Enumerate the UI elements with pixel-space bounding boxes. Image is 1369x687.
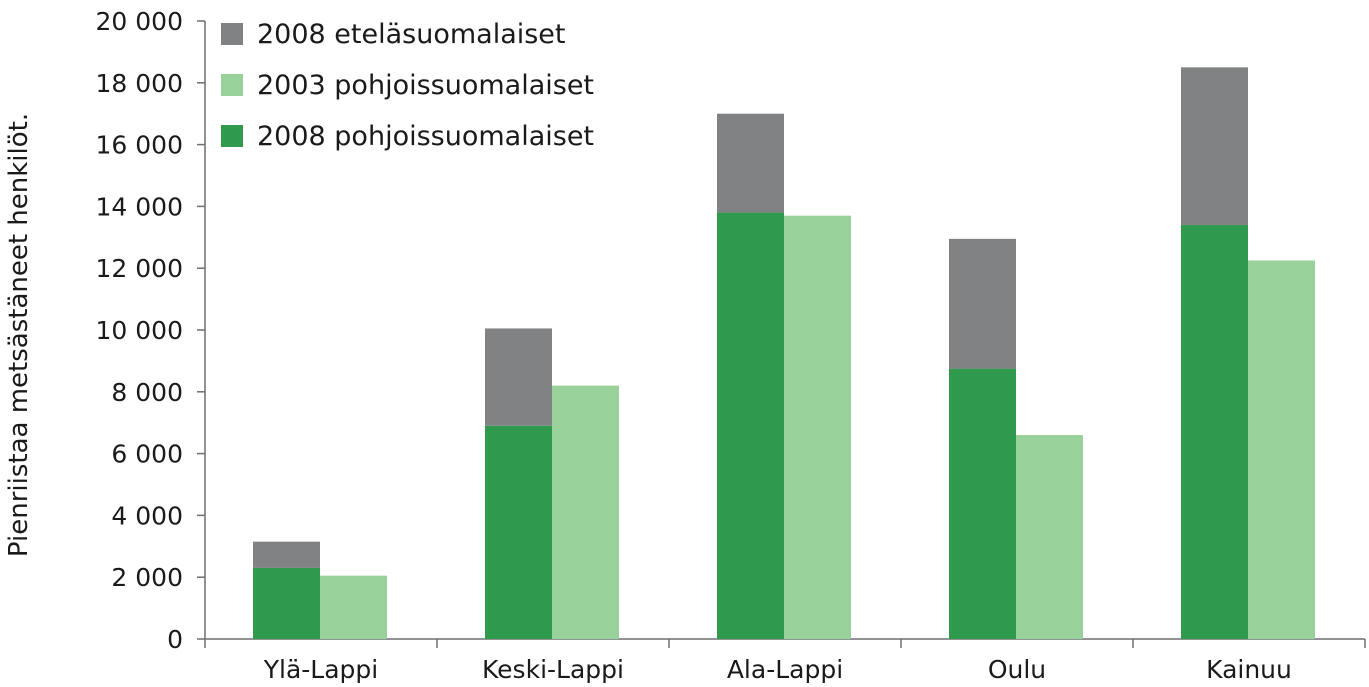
legend-label: 2008 eteläsuomalaiset <box>257 19 566 50</box>
bar-2003-pohjoissuomalaiset <box>1016 435 1083 639</box>
legend: 2008 eteläsuomalaiset 2003 pohjoissuomala… <box>221 19 594 152</box>
legend-swatch <box>221 23 243 45</box>
bar-2003-pohjoissuomalaiset <box>1248 260 1315 639</box>
x-tick-label: Kainuu <box>1206 655 1292 684</box>
y-axis-title-text: Pienriistaa metsästäneet henkilöt. <box>4 113 34 557</box>
bar-2008-eteläsuomalaiset <box>949 238 1016 369</box>
y-tick-label: 4 000 <box>111 501 183 530</box>
bar-2008-eteläsuomalaiset <box>485 328 552 426</box>
x-tick-label: Oulu <box>988 655 1046 684</box>
bar-2003-pohjoissuomalaiset <box>784 215 851 640</box>
x-tick-label: Ylä-Lappi <box>263 655 379 684</box>
x-tick-label: Keski-Lappi <box>482 655 624 684</box>
y-axis: 0 2 000 4 000 6 000 8 000 10 000 12 000 14 000 1… <box>96 7 206 654</box>
y-tick-label: 16 000 <box>96 131 183 160</box>
y-tick-label: 14 000 <box>96 192 183 221</box>
y-tick-label: 18 000 <box>96 69 183 98</box>
bar-2008-pohjoissuomalaiset <box>253 567 320 639</box>
y-tick-label: 0 <box>167 625 183 654</box>
x-tick-label: Ala-Lappi <box>727 655 843 684</box>
y-tick-label: 10 000 <box>96 316 183 345</box>
y-tick-label: 2 000 <box>111 563 183 592</box>
legend-swatch <box>221 74 243 96</box>
bars <box>253 67 1315 640</box>
legend-swatch <box>221 125 243 147</box>
y-axis-title: Pienriistaa metsästäneet henkilöt. <box>4 113 34 557</box>
bar-2008-eteläsuomalaiset <box>717 113 784 213</box>
y-tick-label: 12 000 <box>96 254 183 283</box>
y-tick-label: 8 000 <box>111 378 183 407</box>
x-axis: Ylä-Lappi Keski-Lappi Ala-Lappi Oulu Kainuu <box>204 638 1366 684</box>
bar-2008-eteläsuomalaiset <box>253 541 320 568</box>
bar-2003-pohjoissuomalaiset <box>320 575 387 639</box>
bar-2008-pohjoissuomalaiset <box>949 368 1016 639</box>
y-tick-label: 6 000 <box>111 440 183 469</box>
legend-label: 2003 pohjoissuomalaiset <box>257 70 594 101</box>
bar-2008-eteläsuomalaiset <box>1181 67 1248 225</box>
bar-2003-pohjoissuomalaiset <box>552 385 619 639</box>
bar-2008-pohjoissuomalaiset <box>1181 224 1248 639</box>
bar-2008-pohjoissuomalaiset <box>485 425 552 639</box>
bar-2008-pohjoissuomalaiset <box>717 212 784 639</box>
legend-label: 2008 pohjoissuomalaiset <box>257 121 594 152</box>
y-tick-label: 20 000 <box>96 7 183 36</box>
